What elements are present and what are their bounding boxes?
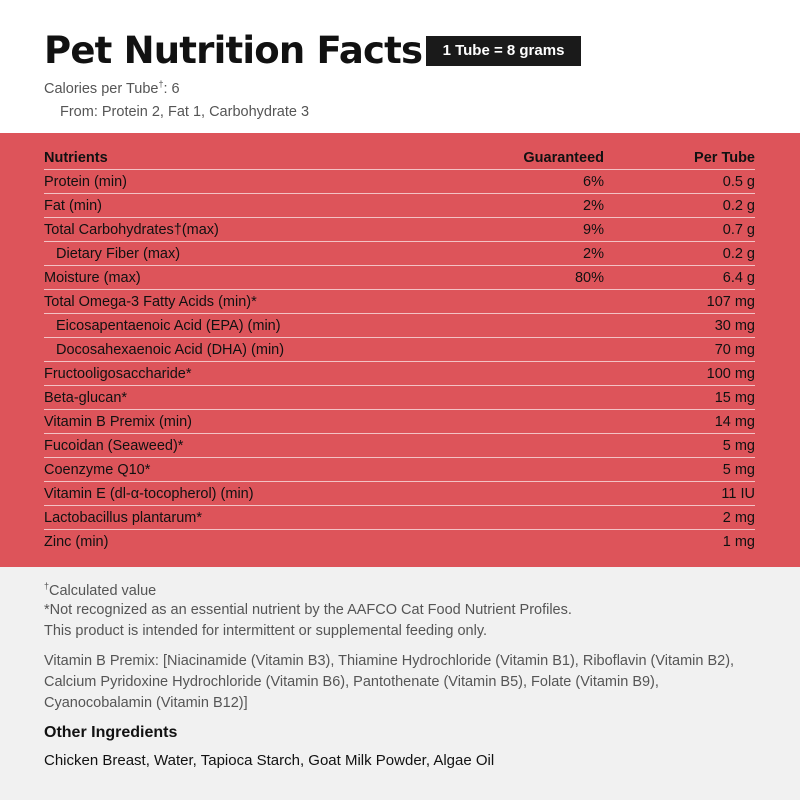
nutrient-name: Coenzyme Q10*	[44, 462, 151, 478]
nutrient-name: Vitamin B Premix (min)	[44, 414, 192, 430]
per-tube-value: 6.4 g	[722, 270, 755, 286]
nutrient-name: Fat (min)	[44, 198, 102, 214]
table-row: Protein (min) 6% 0.5 g	[0, 170, 800, 194]
per-tube-value: 30 mg	[714, 318, 755, 334]
footnote-calculated: †Calculated value	[44, 582, 156, 600]
table-header-row: Nutrients Guaranteed Per Tube	[0, 146, 800, 170]
table-row: Zinc (min) 1 mg	[0, 530, 800, 554]
row-divider	[44, 457, 755, 458]
table-row: Vitamin E (dl-α-tocopherol) (min) 11 IU	[0, 482, 800, 506]
row-divider	[44, 241, 755, 242]
premix-line-2: Calcium Pyridoxine Hydrochloride (Vitami…	[44, 674, 659, 690]
row-divider	[44, 481, 755, 482]
per-tube-value: 11 IU	[721, 486, 755, 502]
nutrient-panel	[0, 133, 800, 567]
page-title: Pet Nutrition Facts	[44, 29, 423, 72]
per-tube-value: 15 mg	[714, 390, 755, 406]
serving-size-badge: 1 Tube = 8 grams	[426, 36, 581, 66]
label-header: Pet Nutrition Facts 1 Tube = 8 grams Cal…	[0, 0, 800, 133]
footer-notes	[0, 567, 800, 800]
row-divider	[44, 409, 755, 410]
table-row: Fucoidan (Seaweed)* 5 mg	[0, 434, 800, 458]
table-body: Protein (min) 6% 0.5 g Fat (min) 2% 0.2 g Tota…	[0, 170, 800, 554]
per-tube-value: 2 mg	[722, 510, 755, 526]
row-divider	[44, 289, 755, 290]
footnote-intermittent: This product is intended for intermitten…	[44, 623, 488, 639]
per-tube-value: 5 mg	[722, 462, 755, 478]
column-header-guaranteed: Guaranteed	[523, 150, 604, 166]
table-row: Fructooligosaccharide* 100 mg	[0, 362, 800, 386]
per-tube-value: 0.2 g	[722, 246, 755, 262]
table-row: Total Omega-3 Fatty Acids (min)* 107 mg	[0, 290, 800, 314]
other-ingredients-list: Chicken Breast, Water, Tapioca Starch, G…	[44, 752, 495, 769]
table-row: Moisture (max) 80% 6.4 g	[0, 266, 800, 290]
nutrient-name: Lactobacillus plantarum*	[44, 510, 202, 526]
row-divider	[44, 265, 755, 266]
calories-breakdown: From: Protein 2, Fat 1, Carbohydrate 3	[60, 104, 310, 120]
column-header-nutrients: Nutrients	[44, 150, 108, 166]
table-row: Fat (min) 2% 0.2 g	[0, 194, 800, 218]
guaranteed-value: 80%	[574, 270, 604, 286]
per-tube-value: 5 mg	[722, 438, 755, 454]
calculated-marker: †	[158, 79, 164, 89]
table-row: Beta-glucan* 15 mg	[0, 386, 800, 410]
row-divider	[44, 169, 755, 170]
nutrient-name: Total Omega-3 Fatty Acids (min)*	[44, 294, 257, 310]
calculated-marker: †	[44, 581, 50, 591]
nutrient-table: Nutrients Guaranteed Per Tube Protein (m…	[0, 146, 800, 554]
per-tube-value: 0.2 g	[722, 198, 755, 214]
guaranteed-value: 9%	[583, 222, 604, 238]
table-row: Docosahexaenoic Acid (DHA) (min) 70 mg	[0, 338, 800, 362]
table-row: Eicosapentaenoic Acid (EPA) (min) 30 mg	[0, 314, 800, 338]
column-header-per-tube: Per Tube	[694, 150, 755, 166]
row-divider	[44, 313, 755, 314]
per-tube-value: 0.5 g	[722, 174, 755, 190]
row-divider	[44, 361, 755, 362]
nutrient-name: Eicosapentaenoic Acid (EPA) (min)	[56, 318, 281, 334]
other-ingredients-heading: Other Ingredients	[44, 724, 178, 741]
nutrient-name: Fucoidan (Seaweed)*	[44, 438, 184, 454]
table-row: Total Carbohydrates†(max) 9% 0.7 g	[0, 218, 800, 242]
calories-label: Calories per Tube	[44, 81, 159, 97]
nutrient-name: Beta-glucan*	[44, 390, 128, 406]
footnote-calculated-text: Calculated value	[49, 583, 157, 599]
per-tube-value: 70 mg	[714, 342, 755, 358]
per-tube-value: 1 mg	[722, 534, 755, 550]
table-row: Coenzyme Q10* 5 mg	[0, 458, 800, 482]
row-divider	[44, 193, 755, 194]
nutrient-name: Docosahexaenoic Acid (DHA) (min)	[56, 342, 285, 358]
premix-line-3: Cyanocobalamin (Vitamin B12)]	[44, 695, 248, 711]
guaranteed-value: 2%	[583, 246, 604, 262]
table-row: Dietary Fiber (max) 2% 0.2 g	[0, 242, 800, 266]
nutrient-name: Total Carbohydrates†(max)	[44, 222, 219, 238]
calories-line: Calories per Tube†: 6	[44, 80, 180, 98]
nutrient-name: Vitamin E (dl-α-tocopherol) (min)	[44, 486, 254, 502]
calories-value: : 6	[163, 81, 180, 97]
table-row: Vitamin B Premix (min) 14 mg	[0, 410, 800, 434]
nutrient-name: Zinc (min)	[44, 534, 109, 550]
row-divider	[44, 529, 755, 530]
row-divider	[44, 217, 755, 218]
table-row: Lactobacillus plantarum* 2 mg	[0, 506, 800, 530]
row-divider	[44, 505, 755, 506]
nutrient-name: Protein (min)	[44, 174, 127, 190]
nutrient-name: Moisture (max)	[44, 270, 141, 286]
premix-line-1: Vitamin B Premix: [Niacinamide (Vitamin …	[44, 653, 735, 669]
per-tube-value: 107 mg	[706, 294, 755, 310]
per-tube-value: 14 mg	[714, 414, 755, 430]
per-tube-value: 100 mg	[706, 366, 755, 382]
nutrient-name: Dietary Fiber (max)	[56, 246, 181, 262]
row-divider	[44, 385, 755, 386]
per-tube-value: 0.7 g	[722, 222, 755, 238]
row-divider	[44, 337, 755, 338]
row-divider	[44, 433, 755, 434]
nutrient-name: Fructooligosaccharide*	[44, 366, 192, 382]
guaranteed-value: 2%	[583, 198, 604, 214]
guaranteed-value: 6%	[583, 174, 604, 190]
footnote-aafco: *Not recognized as an essential nutrient…	[44, 602, 572, 618]
